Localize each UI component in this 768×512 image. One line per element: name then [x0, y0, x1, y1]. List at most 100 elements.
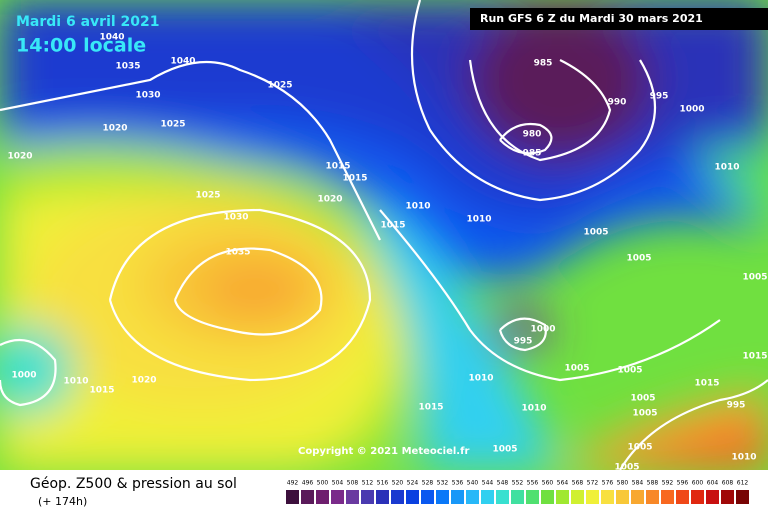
legend-swatch: [586, 490, 599, 504]
copyright: Copyright © 2021 Meteociel.fr: [298, 446, 469, 457]
legend-swatch: [541, 490, 554, 504]
legend-swatch: [661, 490, 674, 504]
isobar-label: 1005: [583, 228, 608, 238]
legend-swatch: [721, 490, 734, 504]
legend-label: 540: [467, 480, 479, 487]
isobar-label: 1015: [742, 352, 767, 362]
isobar-label: 1005: [632, 409, 657, 419]
legend-swatch: [511, 490, 524, 504]
isobar-label: 1030: [223, 213, 248, 223]
legend-label: 504: [332, 480, 344, 487]
legend-swatch: [676, 490, 689, 504]
isobar-label: 1030: [135, 91, 160, 101]
legend-label: 588: [647, 480, 659, 487]
isobar-label: 1010: [405, 202, 430, 212]
isobar-label: 1010: [731, 453, 756, 463]
legend-swatch: [331, 490, 344, 504]
isobar-label: 1005: [626, 254, 651, 264]
isobar-label: 1025: [160, 120, 185, 130]
isobar-label: 1000: [530, 325, 555, 335]
footer-lead: (+ 174h): [38, 495, 87, 508]
legend-swatch: [391, 490, 404, 504]
legend-swatch: [346, 490, 359, 504]
isobar-label: 980: [523, 130, 542, 140]
isobar-label: 1040: [170, 57, 195, 67]
isobar-label: 1005: [617, 366, 642, 376]
isobar-label: 1035: [225, 248, 250, 258]
isobar-label: 1010: [521, 404, 546, 414]
isobar-label: 1005: [564, 364, 589, 374]
legend-swatch: [496, 490, 509, 504]
legend-label: 524: [407, 480, 419, 487]
legend-swatch: [316, 490, 329, 504]
legend-label: 560: [542, 480, 554, 487]
legend-label: 516: [377, 480, 389, 487]
isobar-label: 1040: [99, 33, 124, 43]
legend-swatch: [301, 490, 314, 504]
isobar-label: 985: [523, 149, 542, 159]
legend-label: 608: [722, 480, 734, 487]
isobar-label: 1010: [714, 163, 739, 173]
legend-label: 580: [617, 480, 629, 487]
isobar-label: 1015: [694, 379, 719, 389]
isobar-label: 995: [727, 401, 746, 411]
legend-label: 568: [572, 480, 584, 487]
isobar-label: 1010: [468, 374, 493, 384]
legend-label: 612: [737, 480, 749, 487]
legend-swatch: [466, 490, 479, 504]
time: 14:00 locale: [16, 35, 146, 57]
isobar-label: 1025: [267, 81, 292, 91]
isobar-label: 1015: [342, 174, 367, 184]
legend-swatch: [286, 490, 299, 504]
legend-swatch: [481, 490, 494, 504]
legend-swatch: [376, 490, 389, 504]
legend-swatch: [436, 490, 449, 504]
isobar-label: 1005: [614, 463, 639, 473]
legend-label: 508: [347, 480, 359, 487]
legend-label: 592: [662, 480, 674, 487]
legend-label: 596: [677, 480, 689, 487]
isobar-label: 1015: [380, 221, 405, 231]
isobar-labels: 1040 1035 1040 1030 1025 1025 1020 1020 1015 1015…: [7, 33, 767, 473]
isobar-label: 1000: [679, 105, 704, 115]
run: Run GFS 6 Z du Mardi 30 mars 2021: [480, 12, 703, 25]
isobar-label: 1015: [418, 403, 443, 413]
run-box: [470, 8, 768, 30]
legend-label: 536: [452, 480, 464, 487]
legend-label: 496: [302, 480, 314, 487]
legend-label: 576: [602, 480, 614, 487]
isobar-label: 1010: [63, 377, 88, 387]
isobar-label: 1020: [7, 152, 32, 162]
legend-label: 572: [587, 480, 599, 487]
isobar-label: 1005: [742, 273, 767, 283]
legend: 492 496 500 504 508 512 516 520 524 528 532 536 540 5…: [286, 480, 749, 504]
legend-swatch: [706, 490, 719, 504]
date: Mardi 6 avril 2021: [16, 14, 160, 30]
legend-swatch: [601, 490, 614, 504]
isobar-label: 1015: [325, 162, 350, 172]
legend-swatch: [646, 490, 659, 504]
isobar-label: 990: [608, 98, 627, 108]
isobar-label: 1005: [630, 394, 655, 404]
legend-swatch: [571, 490, 584, 504]
legend-swatch: [736, 490, 749, 504]
isobar-label: 1005: [492, 445, 517, 455]
legend-swatch: [631, 490, 644, 504]
isobar-label: 1020: [102, 124, 127, 134]
legend-label: 556: [527, 480, 539, 487]
isobar-label: 995: [514, 337, 533, 347]
legend-swatch: [451, 490, 464, 504]
isobar-label: 1015: [89, 386, 114, 396]
legend-label: 528: [422, 480, 434, 487]
legend-label: 584: [632, 480, 644, 487]
legend-swatch: [691, 490, 704, 504]
legend-swatch: [406, 490, 419, 504]
legend-swatch: [361, 490, 374, 504]
isobar-label: 985: [534, 59, 553, 69]
isobar-label: 1010: [466, 215, 491, 225]
legend-label: 500: [317, 480, 329, 487]
legend-label: 564: [557, 480, 569, 487]
legend-label: 604: [707, 480, 719, 487]
